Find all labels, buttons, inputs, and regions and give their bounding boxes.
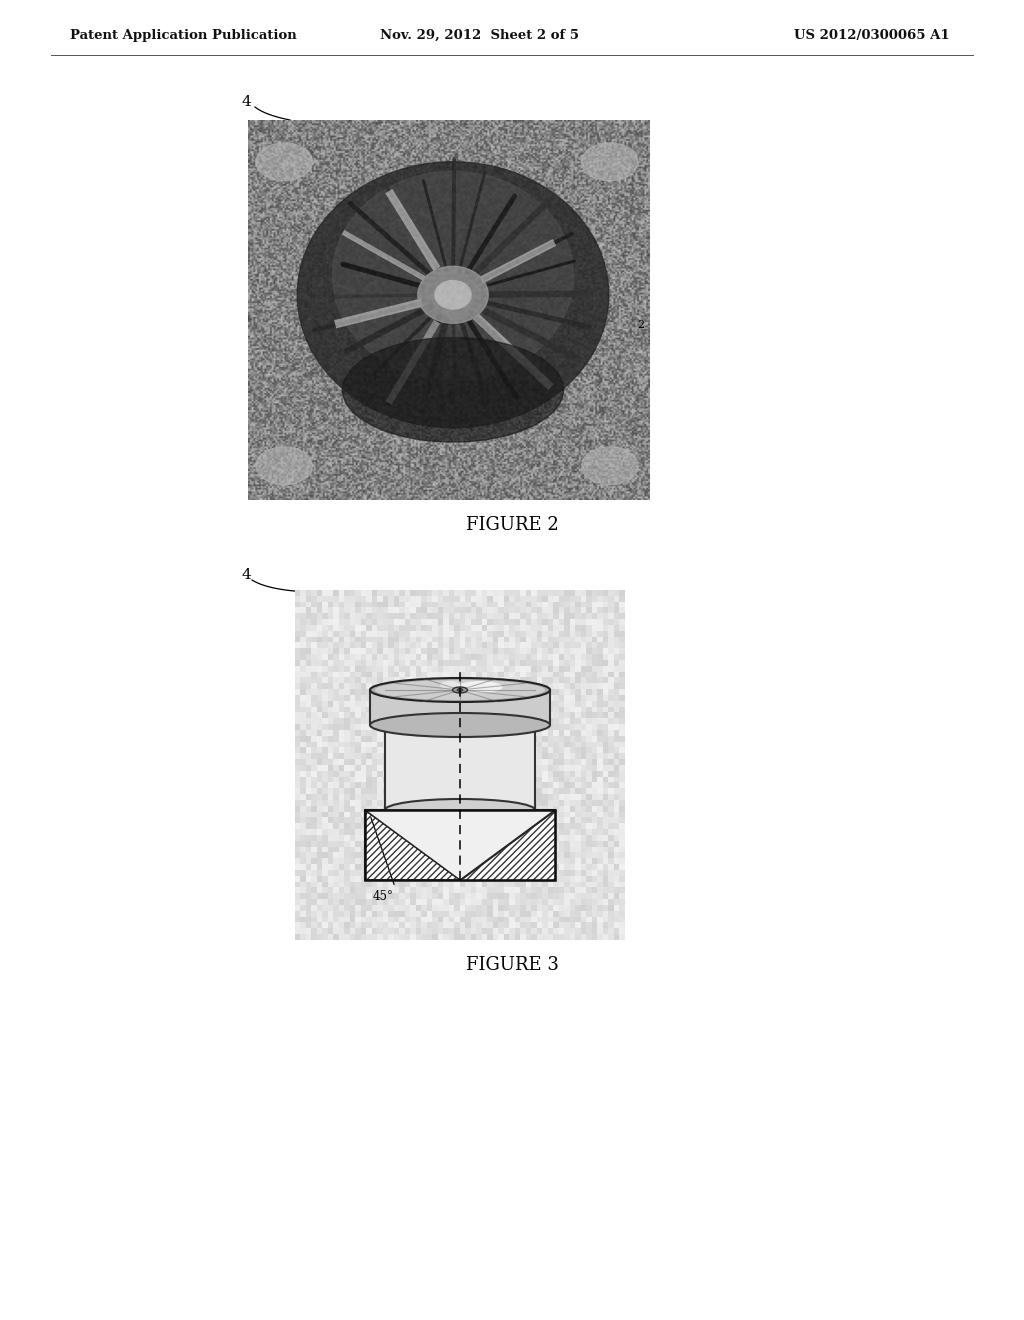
Text: 4: 4 bbox=[242, 95, 252, 110]
Text: 4: 4 bbox=[242, 568, 252, 582]
Text: US 2012/0300065 A1: US 2012/0300065 A1 bbox=[795, 29, 950, 41]
Text: FIGURE 3: FIGURE 3 bbox=[466, 956, 558, 974]
Ellipse shape bbox=[453, 686, 468, 693]
Ellipse shape bbox=[375, 680, 545, 700]
Ellipse shape bbox=[458, 681, 503, 693]
Bar bbox=[370, 690, 550, 725]
Ellipse shape bbox=[370, 678, 550, 702]
Ellipse shape bbox=[582, 143, 638, 181]
Ellipse shape bbox=[370, 713, 550, 737]
Ellipse shape bbox=[418, 267, 488, 323]
Text: Nov. 29, 2012  Sheet 2 of 5: Nov. 29, 2012 Sheet 2 of 5 bbox=[381, 29, 580, 41]
Text: 45°: 45° bbox=[373, 890, 394, 903]
Text: 2: 2 bbox=[637, 321, 644, 330]
Ellipse shape bbox=[582, 446, 638, 484]
Text: FIGURE 2: FIGURE 2 bbox=[466, 516, 558, 535]
Polygon shape bbox=[365, 810, 460, 880]
Polygon shape bbox=[365, 810, 555, 880]
Bar bbox=[365, 810, 555, 880]
Ellipse shape bbox=[342, 338, 563, 442]
Ellipse shape bbox=[385, 799, 535, 821]
Ellipse shape bbox=[256, 143, 312, 181]
Text: Patent Application Publication: Patent Application Publication bbox=[70, 29, 297, 41]
Ellipse shape bbox=[435, 281, 471, 309]
Ellipse shape bbox=[385, 714, 535, 737]
Bar bbox=[365, 810, 555, 880]
Ellipse shape bbox=[457, 689, 463, 692]
Bar bbox=[385, 725, 535, 810]
Ellipse shape bbox=[333, 172, 573, 380]
Ellipse shape bbox=[297, 162, 609, 428]
Ellipse shape bbox=[256, 446, 312, 484]
Polygon shape bbox=[460, 810, 555, 880]
Ellipse shape bbox=[440, 681, 460, 689]
